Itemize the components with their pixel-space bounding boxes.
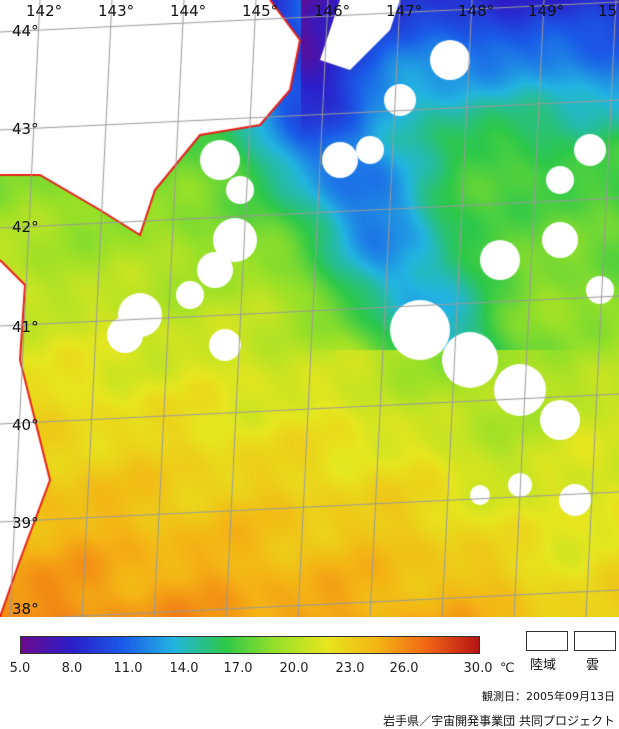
colorbar-tick: 17.0 (223, 661, 253, 676)
lon-label-143: 143° (98, 2, 135, 20)
lon-label-148: 148° (458, 2, 495, 20)
colorbar-tick: 23.0 (335, 661, 365, 676)
lat-label-39: 39° (12, 514, 39, 532)
temperature-unit: ℃ (500, 661, 515, 676)
project-credit: 岩手県／宇宙開発事業団 共同プロジェクト (383, 714, 615, 728)
lat-label-38: 38° (12, 600, 39, 618)
legend-panel (0, 617, 619, 728)
colorbar-tick: 26.0 (389, 661, 419, 676)
cloud-legend-label: 雲 (586, 658, 600, 673)
lon-label-149: 149° (528, 2, 565, 20)
lat-label-40: 40° (12, 416, 39, 434)
lat-label-41: 41° (12, 318, 39, 336)
lon-label-145: 145° (242, 2, 279, 20)
lon-label-147: 147° (386, 2, 423, 20)
land-legend-label: 陸域 (530, 658, 557, 673)
lon-label-150: 15 (598, 2, 618, 20)
colorbar-tick: 14.0 (169, 661, 199, 676)
lon-label-142: 142° (26, 2, 63, 20)
lat-label-44: 44° (12, 22, 39, 40)
colorbar-tick: 11.0 (113, 661, 143, 676)
observation-date: 観測日：2005年09月13日 (482, 690, 615, 703)
lat-label-42: 42° (12, 218, 39, 236)
lat-label-43: 43° (12, 120, 39, 138)
lon-label-146: 146° (314, 2, 351, 20)
temperature-colorbar (20, 636, 480, 654)
lon-label-144: 144° (170, 2, 207, 20)
cloud-legend-swatch (574, 631, 616, 651)
colorbar-tick: 20.0 (279, 661, 309, 676)
sea-surface-temperature-map (0, 0, 619, 617)
colorbar-tick: 30.0 (463, 661, 493, 676)
land-legend-swatch (526, 631, 568, 651)
colorbar-tick: 8.0 (61, 661, 83, 676)
colorbar-tick: 5.0 (9, 661, 31, 676)
